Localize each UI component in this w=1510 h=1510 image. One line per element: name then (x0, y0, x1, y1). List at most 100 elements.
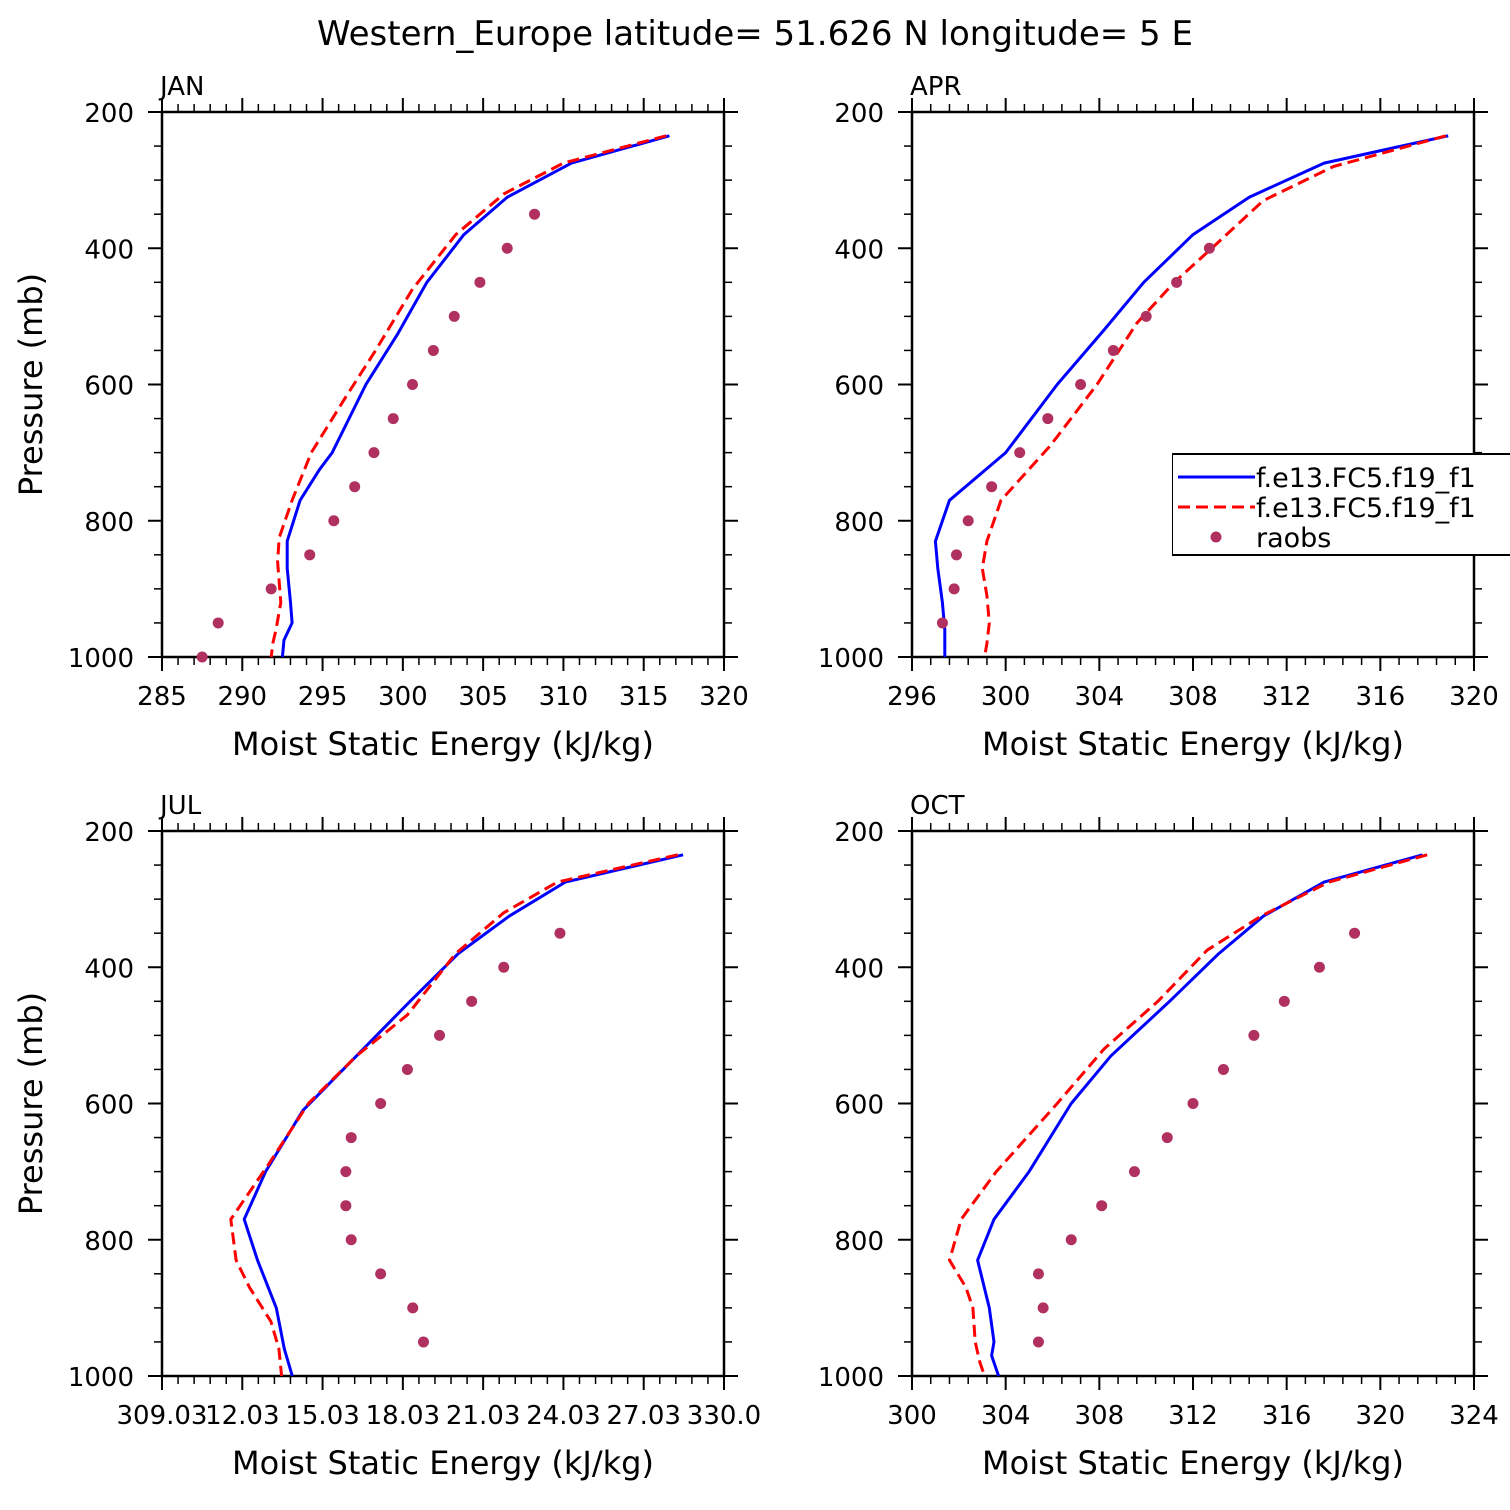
series-line-dashed (229, 853, 679, 1377)
raobs-point (340, 1166, 352, 1178)
raobs-point (406, 379, 418, 390)
raobs-point (368, 447, 380, 459)
y-tick-label: 600 (834, 1091, 884, 1121)
x-axis-title: Moist Static Energy (kJ/kg) (982, 725, 1404, 763)
y-tick-label: 200 (834, 99, 884, 129)
panel-jan: JAN 285 290 295 300 305 310 315 320 200 400 600 800 1… (12, 72, 749, 763)
raobs-point (1161, 1132, 1173, 1144)
series-line-solid (976, 853, 1423, 1377)
raobs-point (328, 515, 340, 527)
x-axis-title: Moist Static Energy (kJ/kg) (982, 1444, 1404, 1482)
raobs-point (340, 1200, 352, 1212)
raobs-point (345, 1132, 357, 1144)
raobs-point (466, 995, 478, 1007)
raobs-point (427, 344, 439, 356)
raobs-point (265, 583, 277, 595)
x-tick-label: 324 (1449, 1401, 1499, 1431)
x-tick-label: 312 (1168, 1401, 1218, 1431)
x-tick-label: 309.03 (117, 1401, 208, 1431)
raobs-point (434, 1029, 446, 1041)
raobs-point (1203, 242, 1215, 254)
x-tick-label: 330.0 (687, 1401, 761, 1431)
x-tick-label: 320 (699, 682, 749, 712)
x-tick-label: 300 (887, 1401, 937, 1431)
y-tick-label: 800 (834, 508, 884, 538)
panel-label: OCT (910, 791, 965, 821)
raobs-point (554, 927, 566, 939)
x-axis-title: Moist Static Energy (kJ/kg) (232, 725, 654, 763)
series-line-solid (242, 853, 684, 1377)
raobs-point (1313, 961, 1325, 973)
panel-oct: OCT 300 304 308 312 316 320 324 200 400 600 800 1000… (818, 791, 1499, 1482)
legend-label: raobs (1256, 523, 1331, 554)
raobs-point (1278, 995, 1290, 1007)
y-tick-label: 200 (84, 818, 134, 848)
raobs-point (387, 413, 399, 425)
plot-frame (160, 829, 726, 1378)
raobs-point (304, 549, 316, 561)
x-tick-label: 12.03 (205, 1401, 279, 1431)
plot-frame (910, 110, 1476, 659)
x-tick-label: 21.03 (446, 1401, 520, 1431)
raobs-point (962, 515, 974, 527)
x-tick-label: 308 (1168, 682, 1218, 712)
x-tick-label: 312 (1262, 682, 1312, 712)
series-line-dashed (269, 134, 667, 658)
y-tick-label: 200 (84, 99, 134, 129)
raobs-point (1032, 1268, 1044, 1280)
raobs-point (1107, 344, 1119, 356)
y-tick-label: 200 (834, 818, 884, 848)
raobs-point (375, 1098, 387, 1109)
legend-label: f.e13.FC5.f19_f1 (1256, 463, 1476, 494)
x-tick-label: 27.03 (606, 1401, 680, 1431)
y-tick-label: 400 (834, 235, 884, 265)
x-tick-label: 296 (887, 682, 937, 712)
x-tick-label: 295 (298, 682, 348, 712)
raobs-point (417, 1336, 429, 1348)
legend-marker (1210, 531, 1222, 543)
y-tick-label: 800 (84, 508, 134, 538)
raobs-point (401, 1063, 413, 1075)
x-tick-label: 315 (619, 682, 669, 712)
y-tick-label: 1000 (68, 1363, 134, 1393)
x-tick-label: 308 (1075, 1401, 1125, 1431)
x-tick-label: 300 (981, 682, 1031, 712)
panel-label: APR (910, 72, 962, 102)
plot-frame (160, 110, 726, 659)
raobs-point (212, 617, 224, 629)
panel-label: JUL (158, 791, 202, 821)
x-tick-label: 305 (458, 682, 508, 712)
y-tick-label: 800 (84, 1227, 134, 1257)
x-tick-label: 320 (1449, 682, 1499, 712)
raobs-point (474, 276, 486, 288)
raobs-point (345, 1234, 357, 1246)
series-line-solid (280, 134, 670, 658)
raobs-point (1037, 1302, 1049, 1314)
x-tick-label: 285 (137, 682, 187, 712)
x-tick-label: 304 (981, 1401, 1031, 1431)
x-tick-label: 290 (217, 682, 267, 712)
y-tick-label: 1000 (818, 644, 884, 674)
raobs-point (1032, 1336, 1044, 1348)
y-tick-label: 400 (84, 954, 134, 984)
raobs-point (936, 617, 948, 629)
y-tick-label: 800 (834, 1227, 884, 1257)
y-tick-label: 600 (84, 372, 134, 402)
raobs-point (501, 242, 513, 254)
raobs-point (1140, 310, 1152, 322)
series-line-solid (933, 134, 1449, 657)
x-tick-label: 304 (1075, 682, 1125, 712)
legend-box (1172, 453, 1510, 556)
raobs-point (1349, 927, 1361, 939)
x-tick-label: 24.03 (526, 1401, 600, 1431)
raobs-point (1075, 379, 1087, 390)
raobs-point (498, 961, 510, 973)
y-tick-label: 600 (84, 1091, 134, 1121)
figure-title: Western_Europe latitude= 51.626 N longit… (317, 14, 1193, 54)
x-tick-label: 310 (539, 682, 589, 712)
y-axis-title: Pressure (mb) (12, 273, 50, 496)
y-tick-label: 600 (834, 372, 884, 402)
